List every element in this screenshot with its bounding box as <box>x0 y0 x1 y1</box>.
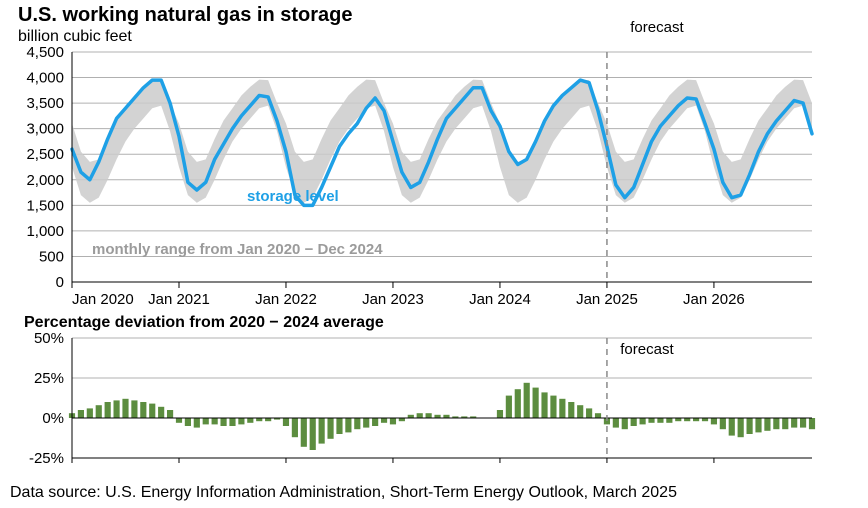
deviation-bar <box>238 418 244 424</box>
svg-text:Jan 2020: Jan 2020 <box>72 291 134 308</box>
svg-text:4,500: 4,500 <box>26 44 64 61</box>
deviation-bar <box>613 418 619 428</box>
svg-text:Jan 2022: Jan 2022 <box>255 291 317 308</box>
deviation-bar <box>773 418 779 429</box>
deviation-bar <box>631 418 637 426</box>
deviation-bar <box>345 418 351 432</box>
deviation-bar <box>354 418 360 429</box>
deviation-bar <box>96 405 102 418</box>
deviation-bar <box>78 410 84 418</box>
deviation-bar <box>657 418 663 423</box>
deviation-bar <box>113 400 119 418</box>
deviation-bar <box>541 392 547 418</box>
forecast-label-top: forecast <box>630 19 684 36</box>
range-label: monthly range from Jan 2020 − Dec 2024 <box>92 241 383 258</box>
eia-logo-svg: eia <box>854 502 868 508</box>
svg-text:Jan 2024: Jan 2024 <box>469 291 531 308</box>
deviation-bar <box>229 418 235 426</box>
deviation-bar <box>203 418 209 424</box>
deviation-bar <box>185 418 191 426</box>
svg-text:2,500: 2,500 <box>26 146 64 163</box>
deviation-bar <box>764 418 770 431</box>
deviation-bar <box>782 418 788 429</box>
deviation-bar <box>310 418 316 450</box>
deviation-bar <box>497 410 503 418</box>
deviation-bar <box>301 418 307 447</box>
deviation-bar <box>372 418 378 426</box>
deviation-bar <box>167 410 173 418</box>
chart-svg: 0 500 1,000 1,500 2,000 2,500 3,000 3,500 4,000 4… <box>0 0 868 508</box>
deviation-bar <box>176 418 182 423</box>
svg-text:Jan 2021: Jan 2021 <box>148 291 210 308</box>
svg-text:25%: 25% <box>34 370 64 387</box>
deviation-bar <box>568 402 574 418</box>
deviation-bar <box>417 413 423 418</box>
deviation-bar <box>194 418 200 428</box>
deviation-bar <box>711 418 717 424</box>
deviation-bar <box>336 418 342 434</box>
svg-text:Jan 2026: Jan 2026 <box>683 291 745 308</box>
svg-text:1,500: 1,500 <box>26 197 64 214</box>
deviation-bar <box>622 418 628 429</box>
svg-text:Jan 2025: Jan 2025 <box>576 291 638 308</box>
deviation-bar <box>533 388 539 418</box>
deviation-bar <box>809 418 815 429</box>
deviation-bar <box>791 418 797 428</box>
chart-container: U.S. working natural gas in storage bill… <box>0 0 868 508</box>
deviation-chart-title: Percentage deviation from 2020 − 2024 av… <box>24 314 384 332</box>
svg-text:3,000: 3,000 <box>26 121 64 138</box>
deviation-bar <box>666 418 672 423</box>
deviation-bar <box>212 418 218 424</box>
deviation-bar <box>87 408 93 418</box>
deviation-bar <box>800 418 806 428</box>
deviation-bar <box>729 418 735 436</box>
deviation-bar <box>381 418 387 423</box>
forecast-label-bottom: forecast <box>620 341 674 358</box>
deviation-bar <box>586 408 592 418</box>
deviation-bar <box>327 418 333 439</box>
svg-text:1,000: 1,000 <box>26 223 64 240</box>
deviation-bar <box>559 399 565 418</box>
deviation-bar <box>390 418 396 424</box>
deviation-bar <box>283 418 289 426</box>
svg-text:-25%: -25% <box>29 450 64 467</box>
deviation-bar <box>738 418 744 437</box>
deviation-bar <box>158 407 164 418</box>
deviation-bar <box>524 383 530 418</box>
deviation-bar <box>595 413 601 418</box>
deviation-bar <box>755 418 761 432</box>
range-band <box>72 80 812 203</box>
deviation-bar <box>105 402 111 418</box>
deviation-bar <box>426 413 432 418</box>
deviation-bar <box>747 418 753 434</box>
svg-text:50%: 50% <box>34 330 64 347</box>
deviation-bar <box>550 396 556 418</box>
data-source: Data source: U.S. Energy Information Adm… <box>10 484 677 502</box>
deviation-bar <box>720 418 726 429</box>
deviation-bar <box>247 418 253 423</box>
svg-text:500: 500 <box>39 248 64 265</box>
deviation-bar <box>131 400 137 418</box>
svg-text:Jan 2023: Jan 2023 <box>362 291 424 308</box>
deviation-bar <box>506 396 512 418</box>
storage-level-label: storage level <box>247 188 339 205</box>
deviation-bar <box>363 418 369 428</box>
svg-text:2,000: 2,000 <box>26 172 64 189</box>
svg-text:4,000: 4,000 <box>26 70 64 87</box>
deviation-bar <box>140 402 146 418</box>
deviation-bar <box>648 418 654 423</box>
deviation-bar <box>640 418 646 424</box>
deviation-bar <box>292 418 298 437</box>
deviation-bar <box>149 404 155 418</box>
svg-text:0%: 0% <box>42 410 64 427</box>
svg-text:0: 0 <box>56 274 64 291</box>
deviation-bar <box>122 399 128 418</box>
deviation-bar <box>515 389 521 418</box>
deviation-bar <box>319 418 325 444</box>
deviation-bar <box>220 418 226 426</box>
svg-text:3,500: 3,500 <box>26 95 64 112</box>
deviation-bar <box>577 405 583 418</box>
